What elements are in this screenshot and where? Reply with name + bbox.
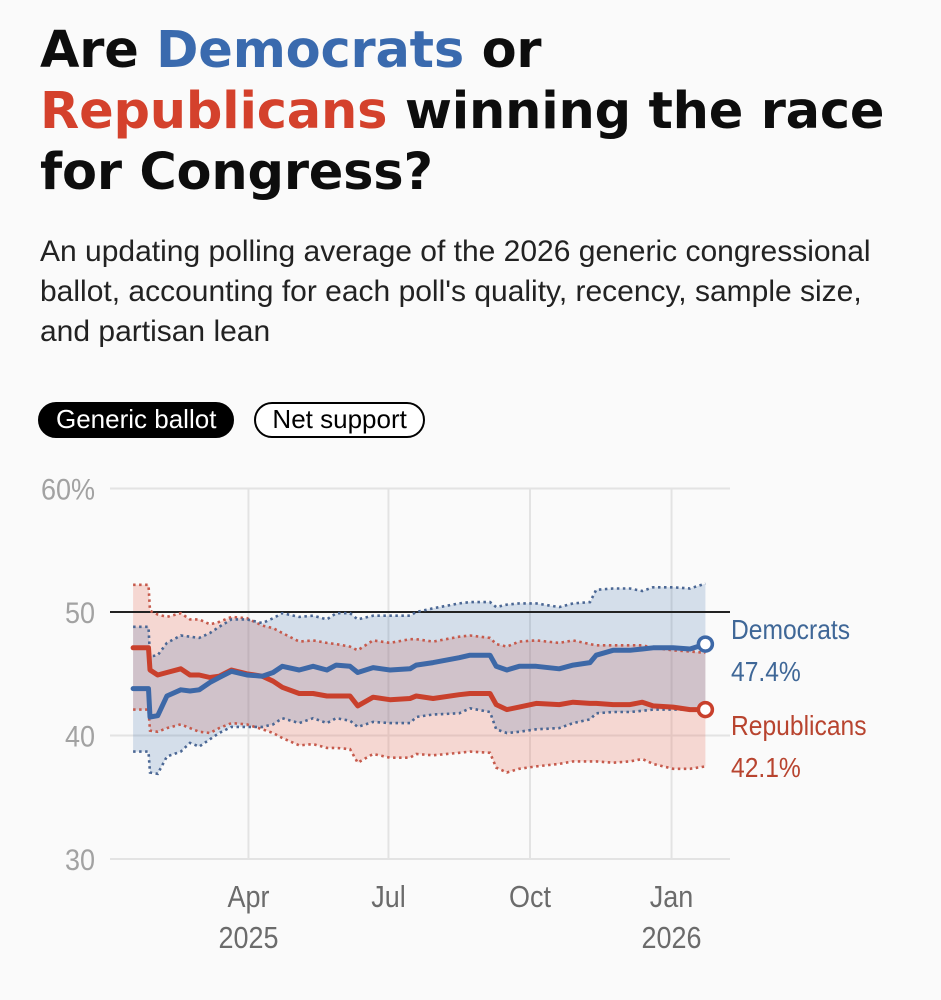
chart-labels: 30 40 50 60% Apr 2025 Jul Oct Jan 2026 Republicans… — [41, 473, 867, 955]
dem-upper-bound-line — [133, 582, 706, 659]
title-line-2: Republicans winning the race — [40, 81, 885, 142]
rep-series-label: Republicans — [731, 710, 867, 742]
rep-upper-bound-line — [133, 583, 706, 655]
page-title: Are Democrats or Republicans winning the… — [40, 20, 885, 203]
title-democrats: Democrats — [156, 21, 465, 80]
dem-average-line — [130, 641, 708, 720]
title-text: for Congress? — [40, 143, 433, 202]
title-text: Are — [40, 21, 157, 80]
title-line-3: for Congress? — [40, 142, 884, 203]
title-text: winning the race — [387, 82, 885, 141]
title-republicans: Republicans — [40, 82, 388, 141]
subtitle: An updating polling average of the 2026 … — [40, 235, 871, 348]
y-tick-label: 40 — [65, 720, 95, 754]
generic-ballot-tab[interactable]: Generic ballot — [38, 402, 235, 438]
x-tick-year-label: 2026 — [642, 921, 702, 955]
title-line-1: Are Democrats or — [40, 20, 884, 81]
rep-uncertainty-band — [133, 584, 706, 773]
title-text: or — [464, 21, 542, 80]
dem-series-label: Democrats — [731, 614, 850, 646]
x-tick-label: Jul — [371, 880, 405, 914]
end-markers — [696, 635, 715, 719]
dem-end-marker — [696, 635, 715, 653]
rep-end-marker — [696, 700, 715, 719]
uncertainty-bands — [133, 583, 706, 774]
rep-lower-bound-line — [133, 708, 706, 774]
dem-uncertainty-band — [133, 583, 706, 774]
y-tick-label: 60% — [41, 473, 95, 507]
net-support-tab[interactable]: Net support — [254, 402, 425, 438]
bound-lines — [133, 582, 706, 776]
polling-average-chart: 30 40 50 60% Apr 2025 Jul Oct Jan 2026 Republicans… — [41, 473, 867, 955]
y-tick-label: 50 — [65, 597, 95, 631]
rep-final-value-label: 42.1% — [731, 752, 801, 784]
x-tick-year-label: 2025 — [218, 921, 278, 955]
x-tick-label: Jan — [650, 880, 693, 914]
x-tick-label: Oct — [509, 880, 551, 914]
dem-final-value-label: 47.4% — [731, 656, 801, 688]
view-toggle: Generic ballot Net support — [38, 402, 425, 438]
dem-lower-bound-line — [133, 706, 706, 776]
y-tick-label: 30 — [65, 844, 95, 878]
rep-average-line — [130, 645, 708, 713]
x-tick-label: Apr — [228, 880, 270, 914]
average-lines — [130, 641, 708, 720]
